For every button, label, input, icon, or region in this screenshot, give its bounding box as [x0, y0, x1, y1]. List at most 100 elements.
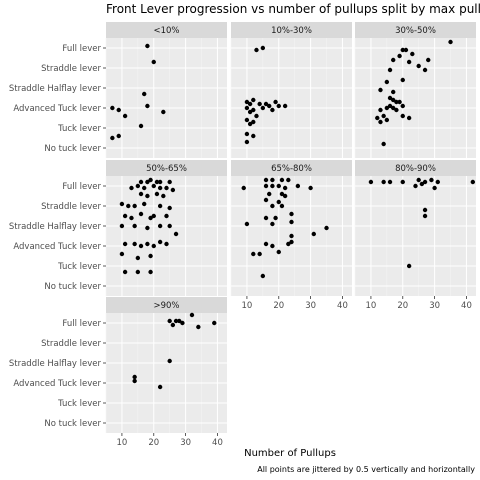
data-point [381, 113, 386, 119]
facet-panel: 65%-80% 10 20 30 40 [230, 160, 352, 311]
data-point [167, 318, 172, 324]
chart-caption: All points are jittered by 0.5 verticall… [257, 465, 475, 474]
facet-strip [355, 22, 476, 38]
facet-strip-label: 10%-30% [271, 26, 312, 36]
data-point [145, 225, 150, 231]
y-tick-label: Tuck lever [57, 399, 101, 409]
data-point [416, 177, 421, 183]
data-point [173, 231, 179, 237]
data-point [189, 312, 195, 318]
data-point [110, 135, 115, 141]
x-axis-title: Number of Pullups [244, 448, 336, 459]
y-tick-label: Full lever [62, 182, 101, 192]
data-point [403, 47, 409, 53]
data-point [400, 103, 405, 109]
data-point [257, 101, 262, 107]
data-point [157, 239, 163, 245]
facet-strip [231, 22, 352, 38]
data-point [384, 117, 390, 123]
data-point [391, 105, 396, 111]
data-point [251, 133, 256, 139]
data-point [145, 241, 150, 247]
data-point [270, 177, 275, 183]
data-point [116, 107, 121, 113]
facet-panel: >90% No tuck lever Tuck lever Advanced Tuck… [9, 297, 227, 448]
data-point [270, 107, 275, 113]
data-point [308, 185, 313, 191]
data-point [391, 97, 396, 103]
data-point [276, 249, 281, 255]
data-point [276, 183, 281, 189]
data-point [295, 183, 301, 189]
data-point [422, 67, 428, 73]
data-point [394, 99, 399, 105]
data-point [378, 107, 383, 113]
data-point [375, 115, 380, 121]
facet-panel: 50%-65% No tuck lever Tuck lever Advanced T… [9, 160, 227, 296]
data-point [244, 117, 250, 123]
facet-panel: 80%-90% 10 20 30 40 [354, 160, 476, 311]
data-point [148, 215, 153, 221]
data-point [244, 131, 250, 137]
data-point [260, 45, 266, 51]
data-point [173, 318, 179, 324]
data-point [289, 211, 294, 217]
data-point [170, 187, 176, 193]
data-point [432, 185, 437, 191]
data-point [324, 225, 329, 231]
data-point [273, 215, 278, 221]
data-point [263, 197, 269, 203]
data-point [282, 193, 288, 199]
data-point [289, 219, 294, 225]
data-point [419, 181, 425, 187]
data-point [251, 251, 256, 257]
data-point [177, 318, 182, 324]
data-point [129, 185, 134, 191]
data-point [387, 179, 393, 185]
data-point [397, 99, 402, 105]
data-point [145, 193, 150, 199]
data-point [154, 191, 160, 197]
data-point [381, 141, 386, 147]
data-point [157, 223, 163, 229]
data-point [251, 97, 256, 103]
y-tick-label: No tuck lever [44, 144, 101, 154]
data-point [251, 119, 256, 125]
data-point [157, 384, 163, 390]
data-point [260, 273, 266, 279]
facet-strip-label: 80%-90% [395, 164, 436, 174]
data-point [119, 251, 125, 257]
data-point [254, 47, 259, 53]
facet-panel: 10%-30% [230, 22, 352, 158]
facet-strip [106, 297, 227, 313]
data-point [161, 193, 166, 199]
data-point [426, 57, 431, 63]
data-point [387, 95, 393, 101]
facet-strip-label: 65%-80% [271, 164, 312, 174]
x-tick-label: 20 [148, 438, 159, 448]
data-point [422, 207, 428, 213]
data-point [387, 67, 393, 73]
data-point [391, 57, 396, 63]
data-point [142, 185, 147, 191]
data-point [212, 320, 217, 326]
facet-panel: <10% No tuck lever Tuck lever Advanced Tuck… [9, 22, 227, 158]
data-point [286, 177, 291, 183]
data-point [167, 179, 172, 185]
data-point [164, 185, 169, 191]
data-point [161, 109, 166, 115]
data-point [157, 179, 163, 185]
data-point [151, 213, 156, 219]
data-point [429, 177, 434, 183]
data-point [244, 105, 250, 111]
y-tick-label: Full lever [62, 44, 101, 54]
data-point [413, 183, 418, 189]
data-point [138, 191, 144, 197]
data-point [384, 79, 390, 85]
y-tick-label: Straddle Halflay lever [9, 359, 102, 369]
data-point [378, 119, 383, 125]
data-point [381, 179, 386, 185]
data-point [400, 113, 405, 119]
data-point [400, 47, 405, 53]
x-tick-label: 40 [337, 301, 348, 311]
